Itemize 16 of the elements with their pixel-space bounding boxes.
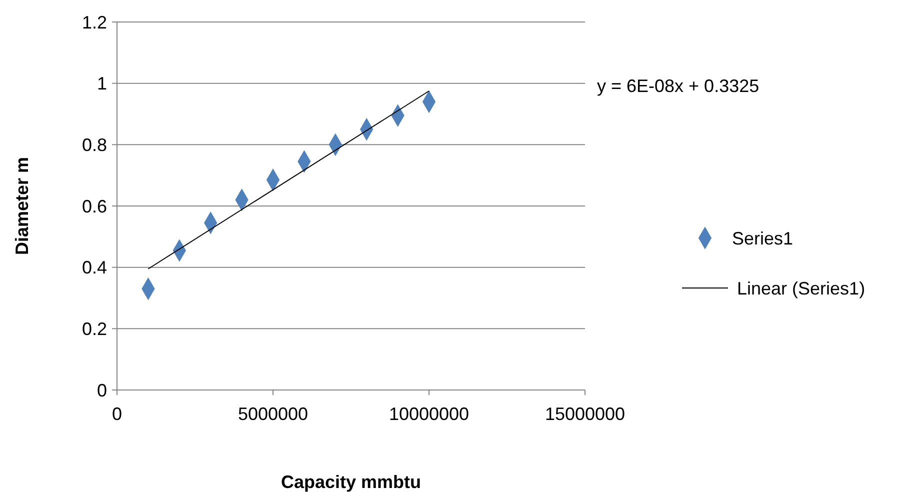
y-tick-label: 0.2 (82, 318, 107, 339)
y-tick-label: 1.2 (82, 12, 107, 32)
x-tick-label: 10000000 (388, 404, 470, 424)
y-tick-label: 1 (96, 74, 107, 94)
text: y = 6E-08x + 0.3325 (597, 76, 760, 96)
y-axis-title: Diameter m (12, 156, 32, 256)
y-tick-label: 0.8 (82, 134, 107, 155)
x-tick-label: 0 (112, 404, 122, 424)
y-tick-label: 0.6 (82, 196, 107, 216)
legend-label: Linear (Series1) (737, 278, 866, 298)
x-axis-title: Capacity mmbtu (280, 472, 422, 492)
legend-label: Series1 (732, 228, 794, 248)
x-tick-label: 15000000 (544, 404, 626, 424)
y-tick-label: 0 (96, 380, 107, 400)
y-tick-label: 0.4 (82, 258, 107, 278)
x-tick-label: 5000000 (238, 404, 308, 424)
